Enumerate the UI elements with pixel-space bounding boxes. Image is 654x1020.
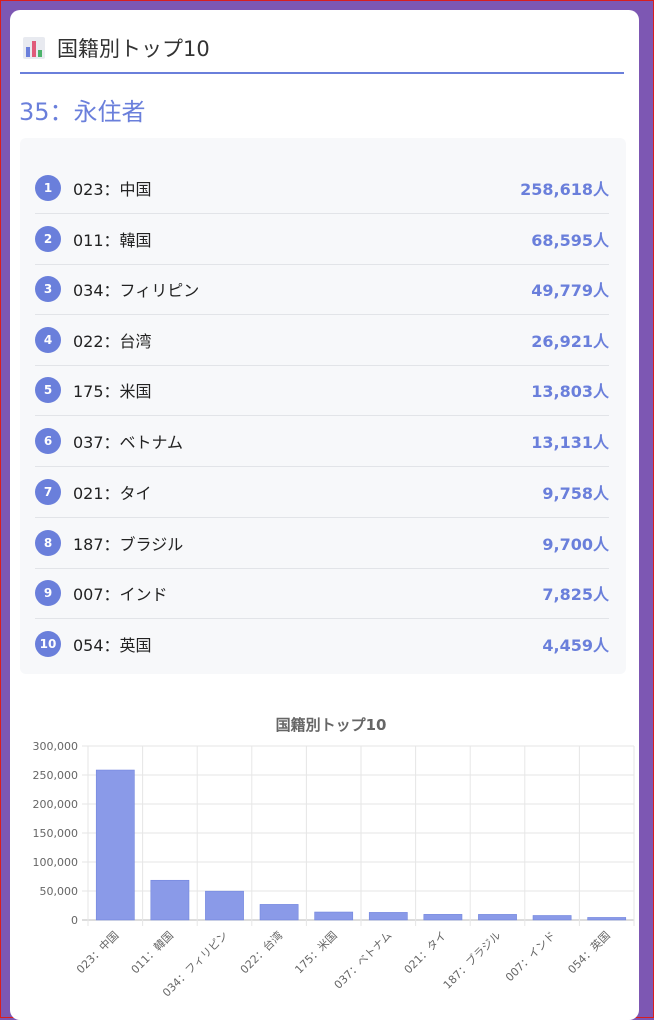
- card-title: 国籍別トップ10: [57, 37, 210, 61]
- rank-badge: 2: [35, 226, 61, 252]
- list-item: 6 037：ベトナム 13,131人: [35, 416, 609, 467]
- list-item: 4 022：台湾 26,921人: [35, 315, 609, 366]
- list-item: 7 021：タイ 9,758人: [35, 467, 609, 518]
- population-value: 4,459人: [542, 636, 609, 655]
- list-item: 2 011：韓国 68,595人: [35, 214, 609, 265]
- nationality-name: 034：フィリピン: [73, 281, 200, 300]
- rank-badge: 10: [35, 631, 61, 657]
- population-value: 68,595人: [531, 231, 609, 250]
- population-value: 13,131人: [531, 433, 609, 452]
- rank-badge: 4: [35, 327, 61, 353]
- population-value: 26,921人: [531, 332, 609, 351]
- rank-badge: 3: [35, 276, 61, 302]
- bar-chart-icon: [23, 37, 45, 59]
- population-value: 49,779人: [531, 281, 609, 300]
- status-category-title: 35：永住者: [19, 98, 146, 126]
- rank-badge: 8: [35, 530, 61, 556]
- population-value: 13,803人: [531, 382, 609, 401]
- nationality-name: 175：米国: [73, 382, 152, 401]
- list-item: 10 054：英国 4,459人: [35, 619, 609, 669]
- card-header: 国籍別トップ10: [20, 24, 624, 74]
- nationality-name: 037：ベトナム: [73, 433, 184, 452]
- rank-badge: 5: [35, 377, 61, 403]
- rank-badge: 9: [35, 580, 61, 606]
- list-item: 8 187：ブラジル 9,700人: [35, 518, 609, 569]
- list-item: 1 023：中国 258,618人: [35, 163, 609, 214]
- list-item: 3 034：フィリピン 49,779人: [35, 264, 609, 315]
- nationality-name: 007：インド: [73, 585, 168, 604]
- population-value: 7,825人: [542, 585, 609, 604]
- list-item: 9 007：インド 7,825人: [35, 568, 609, 619]
- rank-badge: 1: [35, 175, 61, 201]
- population-value: 258,618人: [520, 180, 609, 199]
- rank-badge: 6: [35, 428, 61, 454]
- nationality-name: 011：韓国: [73, 231, 152, 250]
- nationality-name: 022：台湾: [73, 332, 152, 351]
- nationality-name: 054：英国: [73, 636, 152, 655]
- rank-badge: 7: [35, 479, 61, 505]
- nationality-name: 021：タイ: [73, 484, 152, 503]
- population-value: 9,758人: [542, 484, 609, 503]
- list-item: 5 175：米国 13,803人: [35, 365, 609, 416]
- nationality-name: 187：ブラジル: [73, 535, 184, 554]
- ranking-list: 1 023：中国 258,618人 2 011：韓国 68,595人 3 034…: [20, 138, 626, 674]
- population-value: 9,700人: [542, 535, 609, 554]
- nationality-name: 023：中国: [73, 180, 152, 199]
